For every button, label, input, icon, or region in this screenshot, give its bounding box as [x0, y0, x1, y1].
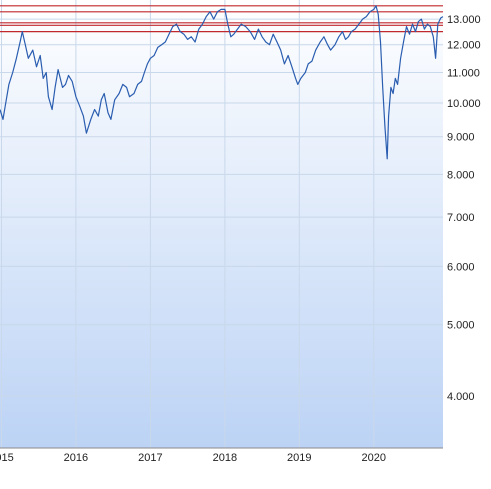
x-tick-label: 2015 — [0, 452, 14, 464]
x-tick-label: 2019 — [287, 452, 311, 464]
y-tick-label: 7.000 — [447, 212, 475, 224]
grid — [0, 0, 443, 448]
series-layer — [0, 5, 444, 160]
y-tick-label: 12.000 — [447, 40, 481, 52]
y-tick-label: 4.000 — [447, 391, 475, 403]
x-tick-label: 2016 — [64, 452, 88, 464]
x-tick-label: 2018 — [213, 452, 237, 464]
y-tick-label: 10.000 — [447, 98, 481, 110]
plot-background — [0, 0, 443, 448]
reference-lines — [0, 5, 443, 33]
y-tick-label: 6.000 — [447, 261, 475, 273]
x-tick-labels: 2015 2016 2017 2018 2019 2020 — [0, 452, 386, 464]
x-tick-label: 2020 — [362, 452, 386, 464]
index-series-line — [0, 5, 444, 160]
y-tick-label: 8.000 — [447, 169, 475, 181]
y-tick-label: 13.000 — [447, 14, 481, 26]
x-tick-label: 2017 — [138, 452, 162, 464]
y-tick-label: 5.000 — [447, 320, 475, 332]
y-tick-label: 11.000 — [447, 68, 480, 80]
y-tick-labels: 4.000 5.000 6.000 7.000 8.000 9.000 10.000 11.0… — [447, 14, 481, 403]
y-tick-label: 9.000 — [447, 132, 475, 144]
